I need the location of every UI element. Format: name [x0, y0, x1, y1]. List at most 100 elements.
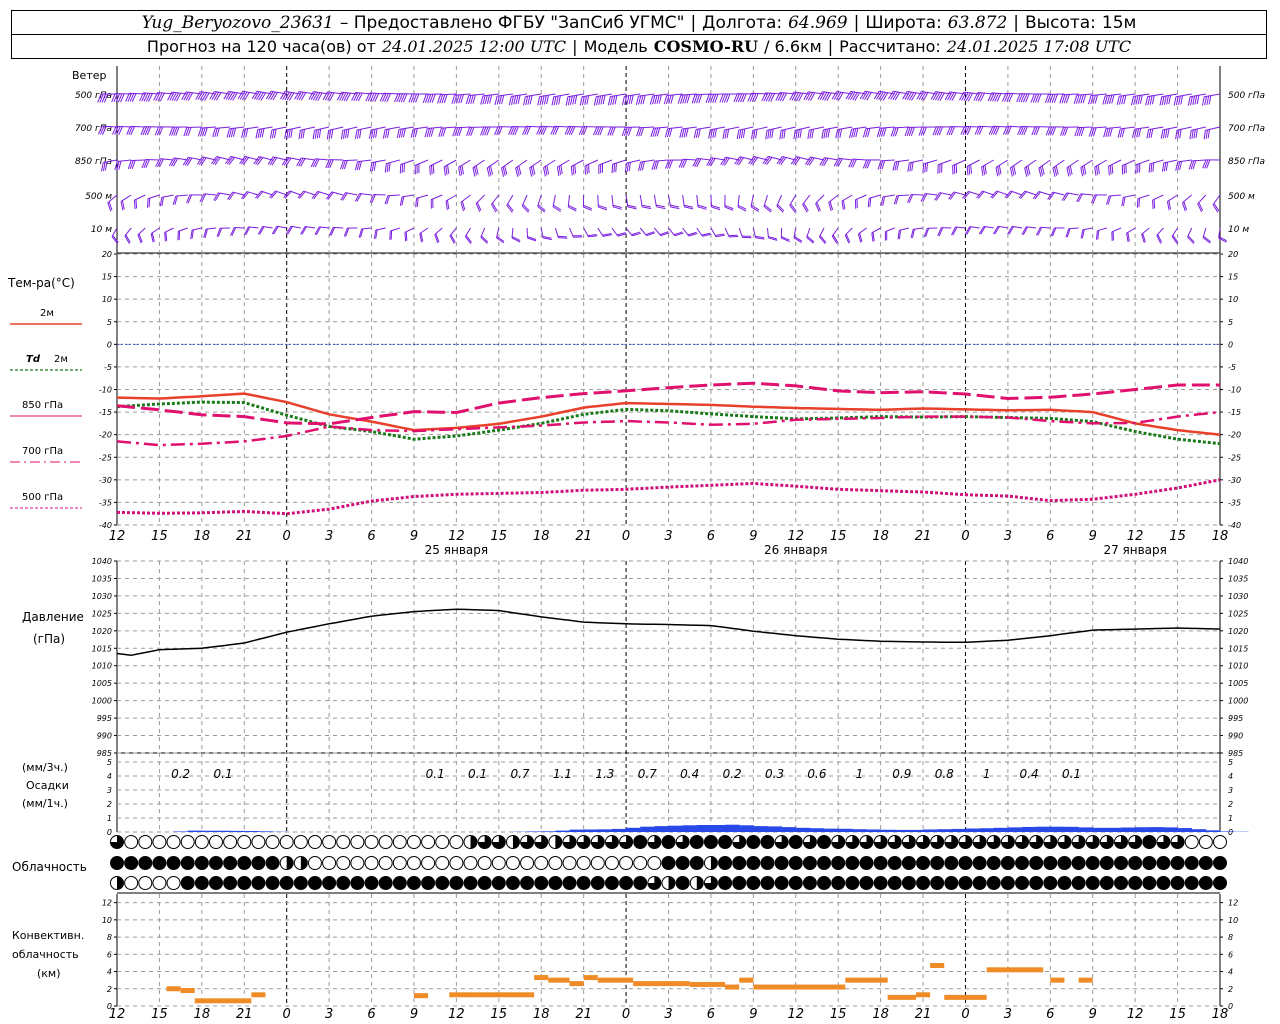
barb-flag [706, 157, 712, 166]
barb-flag [1052, 167, 1056, 177]
barb-flag [165, 231, 168, 241]
barb-shaft [116, 125, 132, 128]
barb-shaft [885, 227, 895, 233]
barb-flag [790, 203, 797, 212]
barb-flag [265, 90, 272, 100]
barb-shaft [400, 159, 415, 165]
barb-flag [1021, 126, 1026, 136]
barb-flag [640, 161, 643, 171]
cloud-cover-symbol [336, 856, 351, 870]
barb-flag [859, 232, 863, 242]
barb-flag [144, 126, 150, 136]
wind-barb [990, 190, 1009, 199]
barb-shaft [597, 227, 604, 237]
wind-barb [239, 155, 259, 165]
barb-flag [490, 165, 494, 175]
wind-barb [696, 227, 712, 237]
barb-flag [1193, 129, 1196, 139]
barb-flag [623, 127, 628, 136]
barb-flag [607, 126, 612, 136]
cloud-circle [364, 876, 379, 890]
cloud-cover-symbol [152, 835, 167, 849]
barb-flag [975, 92, 981, 101]
barb-shaft [386, 159, 400, 165]
barb-flag [356, 161, 361, 171]
cloud-cover-symbol [477, 835, 492, 849]
cloud-circle [746, 876, 761, 890]
barb-flag [587, 233, 597, 237]
wind-barb [621, 93, 641, 106]
cloud-cover-symbol [732, 876, 747, 890]
barb-flag [922, 163, 925, 173]
barb-flag [131, 93, 137, 102]
cloud-cover-symbol [548, 876, 563, 890]
barb-flag [325, 159, 330, 169]
precip-total-label: 0.7 [510, 767, 529, 781]
barb-flag [1147, 96, 1151, 106]
barb-flag [1021, 226, 1027, 235]
cloud-cover-symbol [901, 856, 916, 870]
barb-flag [286, 92, 293, 101]
barb-shaft [373, 193, 386, 196]
barb-flag [1187, 96, 1191, 106]
barb-flag [696, 94, 700, 104]
barb-shaft [464, 227, 471, 237]
barb-flag [697, 206, 707, 210]
barb-flag [539, 96, 543, 106]
y-tick-label-right: 2 [1228, 800, 1233, 809]
barb-shaft [1120, 126, 1136, 130]
barb-flag [764, 204, 772, 211]
y-tick-label: 1020 [92, 627, 112, 636]
barb-shaft [1191, 159, 1206, 162]
barb-flag [724, 204, 734, 210]
barb-flag [435, 233, 440, 243]
barb-flag [284, 129, 287, 140]
barb-flag [990, 126, 996, 135]
barb-flag [1082, 94, 1087, 104]
barb-shaft [290, 225, 301, 229]
wind-barb [593, 93, 613, 106]
barb-flag [688, 233, 698, 237]
cloud-cover-symbol [378, 835, 393, 849]
barb-flag [1006, 191, 1013, 199]
cloud-circle [435, 876, 450, 890]
x-tick-label-bottom: 3 [664, 1007, 672, 1022]
barb-shaft [750, 194, 754, 207]
wind-barb [368, 126, 386, 139]
cloud-circle [138, 876, 153, 890]
barb-shaft [1133, 93, 1150, 97]
wind-barb [766, 227, 778, 241]
wind-barb [552, 194, 562, 213]
barb-flag [1197, 203, 1203, 213]
wind-barb [734, 156, 754, 166]
cloud-circle [986, 876, 1001, 890]
cloud-cover-symbol [364, 835, 379, 849]
x-tick-label-bottom: 21 [575, 1007, 592, 1022]
barb-flag [705, 94, 710, 104]
cloud-circle [166, 835, 181, 849]
barb-flag [285, 226, 292, 235]
barb-flag [1044, 94, 1049, 104]
wind-barb [537, 93, 556, 106]
barb-flag [296, 91, 302, 100]
wind-barb [665, 159, 683, 169]
y-tick-label-right: 0 [1228, 828, 1233, 837]
wind-barb [373, 227, 386, 239]
cloud-three-quarter [775, 835, 789, 849]
barb-shaft [1122, 159, 1136, 167]
wind-barb [719, 93, 740, 103]
barb-flag [460, 202, 464, 212]
barb-shaft [837, 126, 853, 130]
wind-barb [480, 126, 499, 136]
wind-barb [508, 125, 528, 136]
barb-flag [584, 165, 587, 175]
wind-barb [340, 192, 358, 201]
barb-shaft [802, 194, 811, 205]
barb-flag [1090, 95, 1094, 105]
barb-flag [430, 127, 435, 137]
barb-flag [472, 167, 476, 177]
wind-barb [210, 156, 231, 166]
barb-flag [381, 93, 387, 102]
y-tick-label-right: 0 [1228, 1002, 1233, 1011]
cloud-circle [138, 835, 153, 849]
